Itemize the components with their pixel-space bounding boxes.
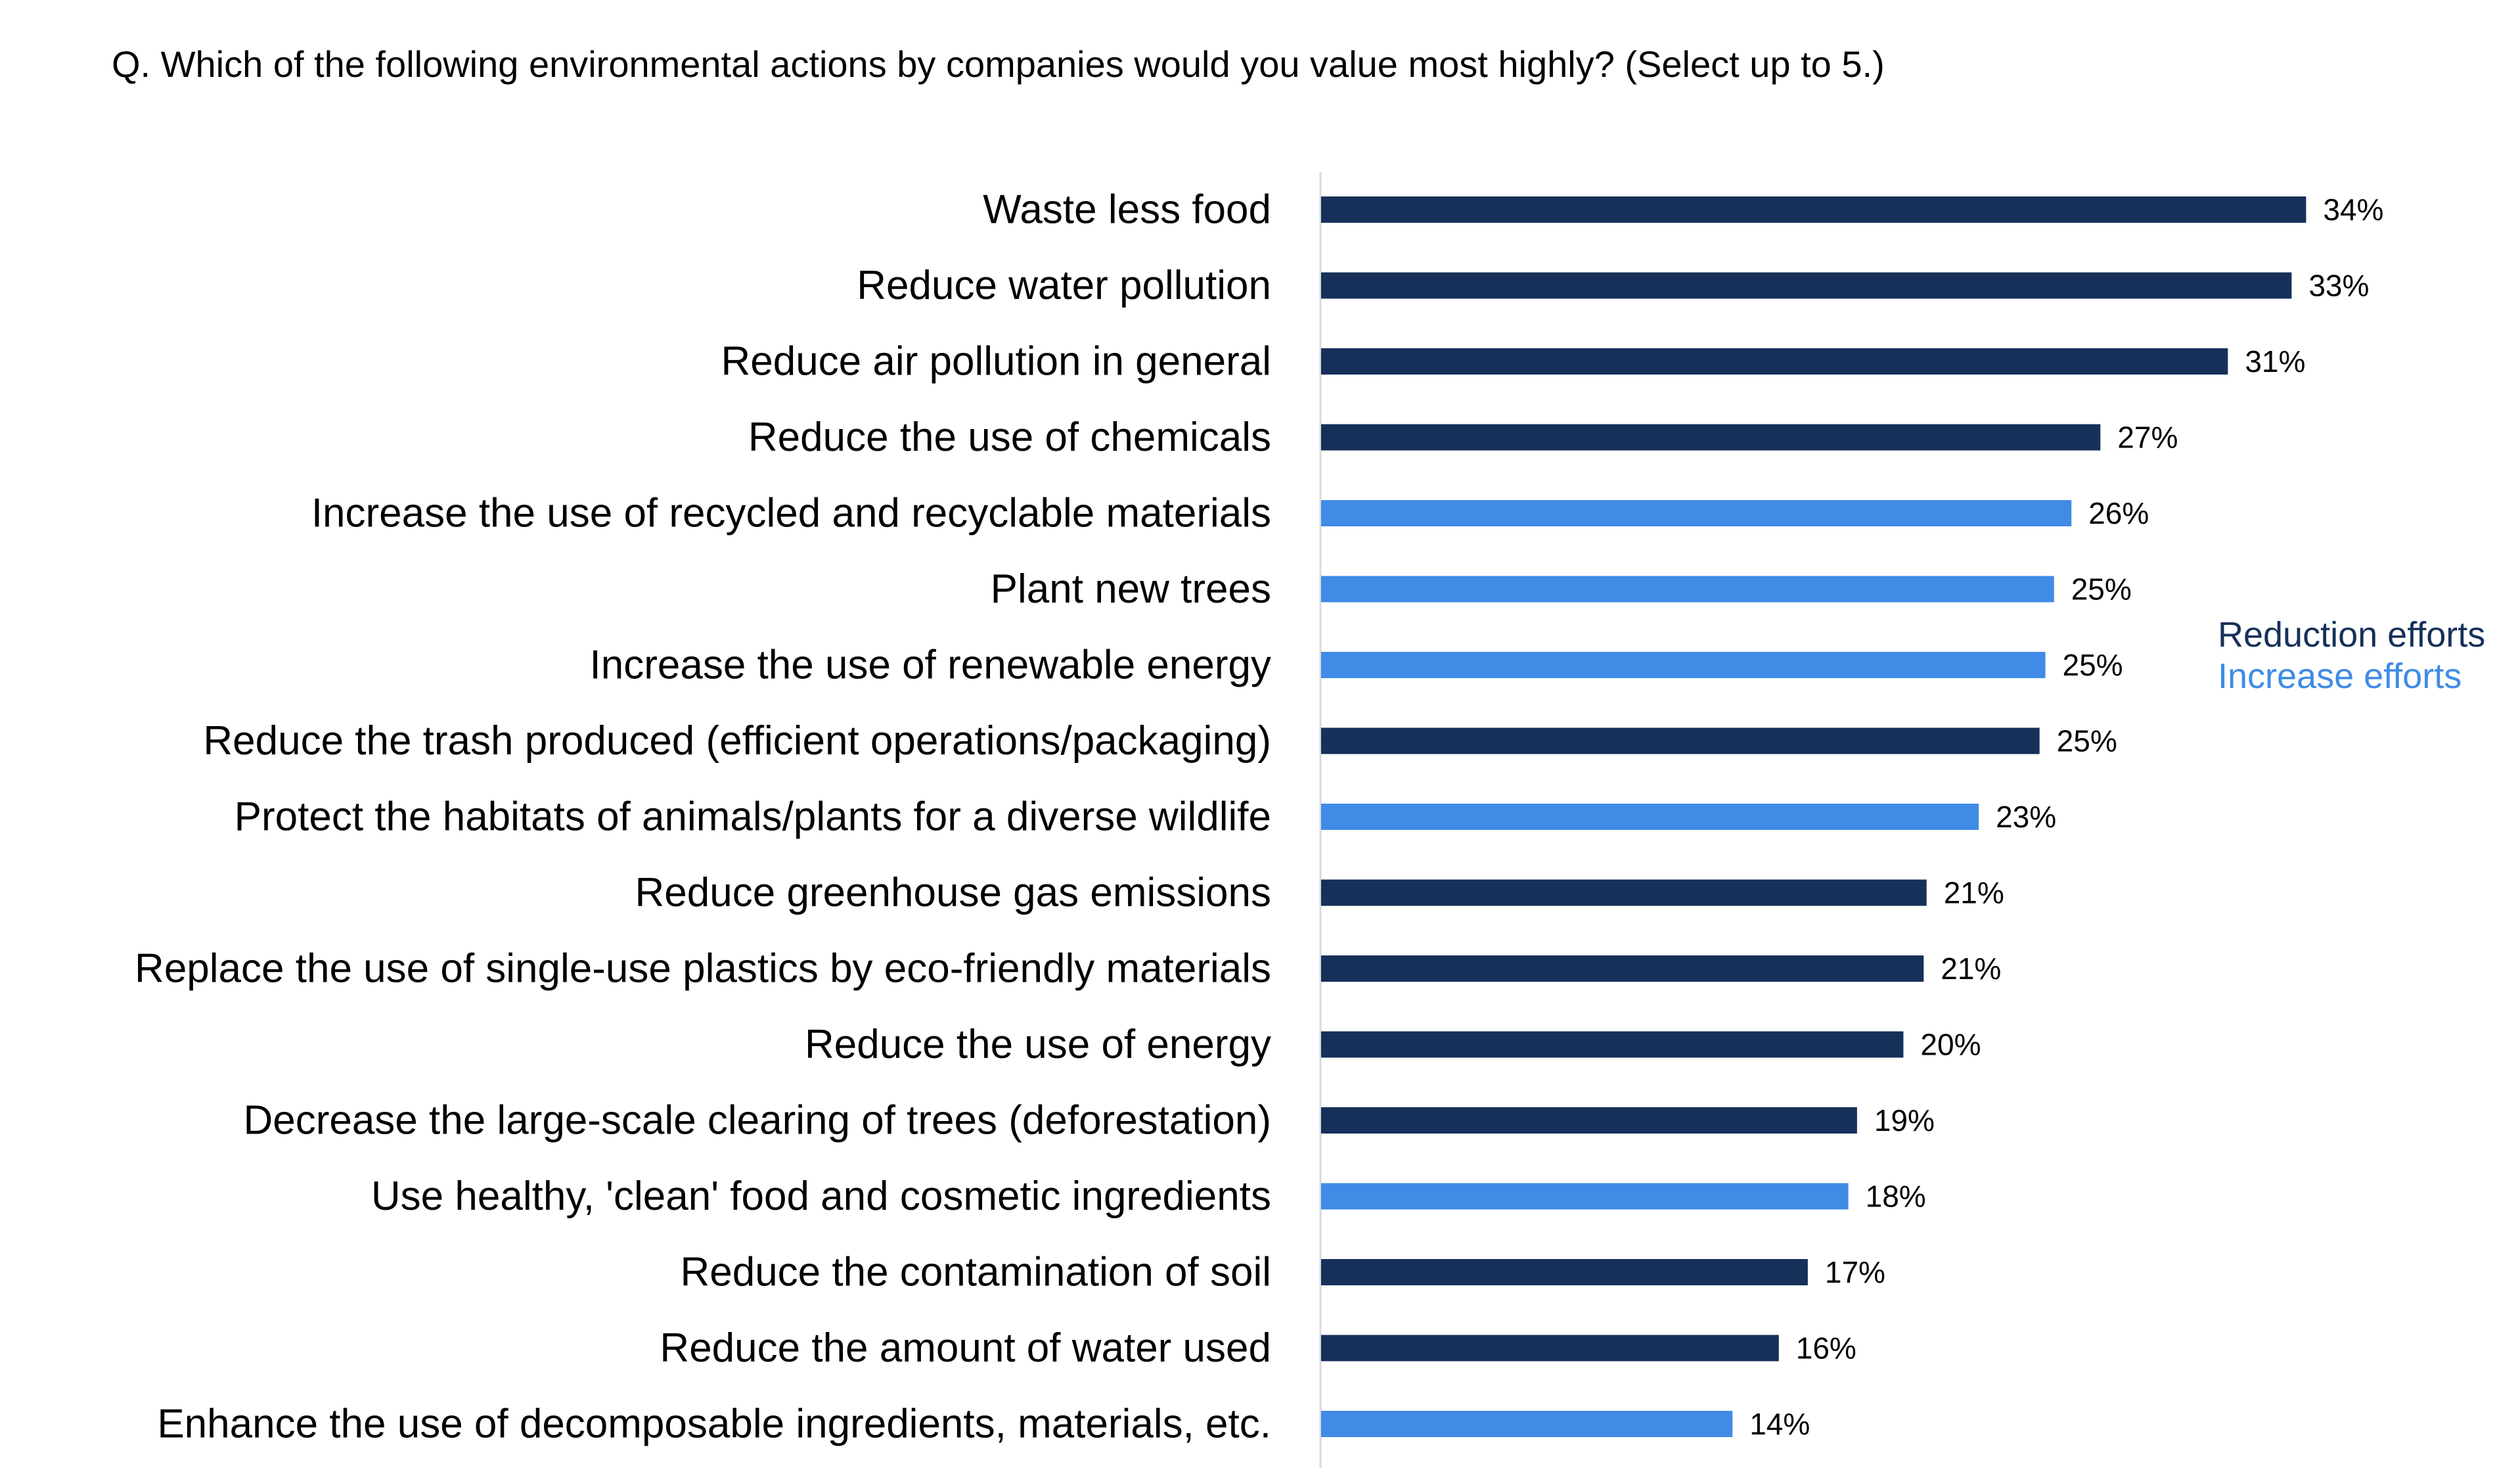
category-label: Increase the use of recycled and recycla… bbox=[311, 491, 1271, 536]
category-label: Reduce air pollution in general bbox=[721, 339, 1271, 384]
value-label: 26% bbox=[2088, 496, 2149, 530]
legend-item-reduction-efforts: Reduction efforts bbox=[2218, 615, 2486, 654]
question-title: Q. Which of the following environmental … bbox=[112, 43, 1885, 85]
bar-reduction bbox=[1321, 424, 2101, 451]
value-label: 34% bbox=[2323, 193, 2383, 227]
value-label: 23% bbox=[1996, 800, 2056, 834]
legend-item-increase-efforts: Increase efforts bbox=[2218, 656, 2462, 696]
category-label: Reduce the amount of water used bbox=[660, 1325, 1271, 1371]
bar-reduction bbox=[1321, 727, 2040, 754]
category-label: Reduce greenhouse gas emissions bbox=[635, 870, 1271, 915]
bar-reduction bbox=[1321, 348, 2228, 375]
bar-increase bbox=[1321, 576, 2054, 603]
category-labels: Waste less food Reduce water pollution Red… bbox=[135, 187, 1271, 1447]
category-label: Enhance the use of decomposable ingredie… bbox=[157, 1402, 1271, 1447]
bar-increase bbox=[1321, 1183, 1849, 1210]
category-label: Increase the use of renewable energy bbox=[590, 643, 1271, 688]
bars bbox=[1321, 196, 2306, 1437]
bar-reduction bbox=[1321, 272, 2292, 299]
value-label: 31% bbox=[2245, 344, 2305, 378]
bar-reduction bbox=[1321, 1031, 1904, 1058]
bar-increase bbox=[1321, 804, 1979, 830]
category-label: Use healthy, 'clean' food and cosmetic i… bbox=[371, 1174, 1271, 1219]
value-label: 25% bbox=[2063, 648, 2123, 682]
bar-reduction bbox=[1321, 196, 2306, 223]
value-labels: 34% 33% 31% 27% 26% 25% 25% 25% 23% 21% 21% 20% 19% 1… bbox=[1749, 193, 2383, 1441]
category-label: Reduce the use of chemicals bbox=[748, 415, 1271, 460]
bar-reduction bbox=[1321, 1259, 1808, 1285]
value-label: 16% bbox=[1796, 1331, 1856, 1365]
value-label: 25% bbox=[2071, 572, 2132, 607]
category-label: Reduce the trash produced (efficient ope… bbox=[203, 718, 1271, 764]
bar-reduction bbox=[1321, 1107, 1857, 1134]
bar-reduction bbox=[1321, 1335, 1779, 1362]
value-label: 20% bbox=[1920, 1028, 1981, 1062]
category-label: Reduce the use of energy bbox=[805, 1022, 1271, 1067]
category-label: Reduce water pollution bbox=[857, 263, 1271, 308]
category-label: Waste less food bbox=[983, 187, 1271, 233]
category-label: Reduce the contamination of soil bbox=[680, 1250, 1271, 1295]
value-label: 21% bbox=[1941, 952, 2001, 986]
value-label: 33% bbox=[2308, 269, 2369, 303]
value-label: 14% bbox=[1749, 1407, 1810, 1441]
category-label: Replace the use of single-use plastics b… bbox=[135, 946, 1271, 992]
bar-increase bbox=[1321, 652, 2046, 678]
category-label: Decrease the large-scale clearing of tre… bbox=[243, 1098, 1271, 1143]
bar-increase bbox=[1321, 1411, 1733, 1437]
category-label: Plant new trees bbox=[991, 566, 1271, 612]
value-label: 25% bbox=[2057, 724, 2117, 758]
value-label: 18% bbox=[1866, 1180, 1926, 1214]
value-label: 27% bbox=[2117, 421, 2178, 455]
legend: Reduction efforts Increase efforts bbox=[2218, 614, 2485, 697]
value-label: 19% bbox=[1874, 1103, 1935, 1137]
bar-increase bbox=[1321, 500, 2072, 526]
bar-reduction bbox=[1321, 879, 1927, 906]
category-label: Protect the habitats of animals/plants f… bbox=[235, 794, 1271, 840]
value-label: 21% bbox=[1944, 876, 2004, 910]
bar-reduction bbox=[1321, 955, 1924, 982]
value-label: 17% bbox=[1825, 1255, 1885, 1289]
